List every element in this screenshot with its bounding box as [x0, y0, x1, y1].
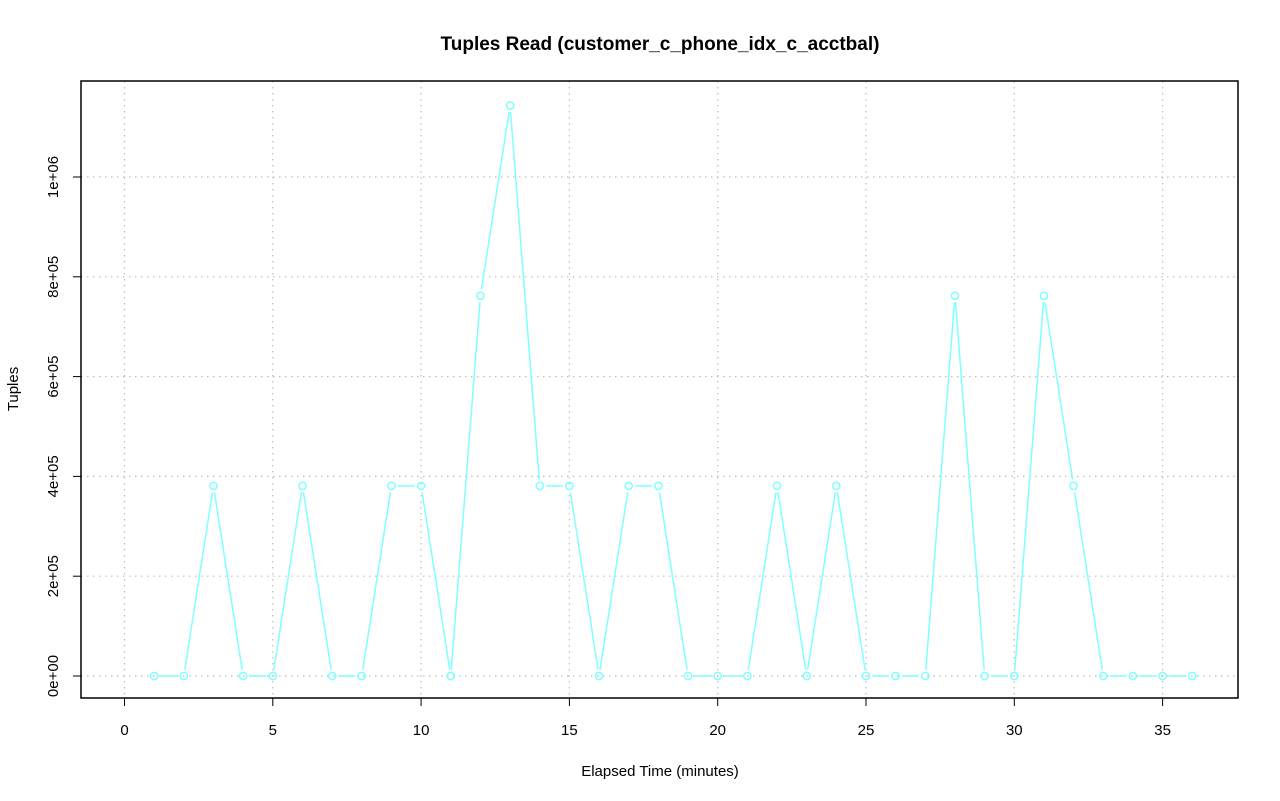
data-point	[357, 671, 367, 681]
x-tick-label: 10	[413, 722, 430, 739]
series-line-segment	[509, 112, 540, 480]
series-line-segment	[421, 492, 451, 670]
series-line-segment	[954, 302, 985, 670]
data-point	[327, 671, 337, 681]
series-line-segment	[1073, 492, 1104, 670]
y-tick-label: 1e+06	[45, 156, 62, 198]
data-point	[743, 671, 752, 681]
data-point	[1009, 671, 1019, 681]
grid	[81, 81, 1238, 698]
plot-frame	[80, 80, 1239, 699]
data-point	[980, 671, 989, 681]
series-line-segment	[213, 492, 243, 670]
series-line-segment	[362, 492, 392, 670]
data-point	[416, 481, 426, 491]
series-line-segment	[1044, 302, 1074, 480]
x-axis-label: Elapsed Time (minutes)	[581, 763, 739, 780]
data-point	[594, 671, 604, 681]
x-tick-label: 20	[709, 722, 726, 739]
data-point	[861, 671, 871, 681]
data-point	[179, 671, 189, 681]
data-point	[209, 481, 218, 491]
data-point	[1187, 671, 1197, 681]
y-tick-label: 0e+00	[45, 655, 62, 697]
series-line-segment	[658, 492, 688, 670]
series-line-segment	[599, 492, 629, 670]
data-point	[298, 481, 307, 491]
data-point	[1098, 671, 1108, 681]
series-line-segment	[836, 492, 866, 670]
series-line-segment	[806, 492, 837, 670]
y-tick-label: 6e+05	[45, 356, 62, 398]
y-axis-label: Tuples	[5, 367, 22, 411]
data-point	[268, 671, 278, 681]
data-point	[1039, 291, 1049, 301]
data-point	[654, 481, 663, 491]
series-line-segment	[569, 492, 599, 670]
data-point	[1158, 671, 1167, 681]
data-point	[624, 481, 634, 491]
y-tick-label: 8e+05	[45, 256, 62, 298]
data-point	[505, 101, 515, 110]
data-point	[149, 671, 159, 681]
x-axis: 0 5 10 15 20 25 30 35	[120, 698, 1171, 739]
data-point	[476, 291, 485, 301]
data-point	[387, 481, 396, 491]
series-line-segment	[925, 302, 956, 670]
x-tick-label: 35	[1154, 722, 1171, 739]
series-line-segment	[777, 492, 807, 670]
data-point	[802, 671, 812, 681]
x-tick-label: 0	[120, 722, 128, 739]
data-point	[535, 481, 545, 491]
data-point	[920, 671, 930, 681]
data-point	[891, 671, 901, 681]
series-line-segment	[184, 492, 214, 670]
x-tick-label: 25	[858, 722, 875, 739]
data-point	[713, 671, 723, 681]
data-point	[238, 671, 248, 681]
series-line-segment	[480, 111, 510, 290]
data-point	[772, 481, 782, 491]
data-point	[683, 671, 693, 681]
data-point	[831, 481, 841, 491]
y-axis: 0e+00 2e+05 4e+05 6e+05 8e+05 1e+06	[45, 156, 81, 697]
y-tick-label: 4e+05	[45, 455, 62, 497]
data-point	[446, 671, 456, 681]
data-point	[1128, 671, 1138, 681]
series-line-segment	[450, 302, 481, 670]
x-tick-label: 5	[269, 722, 277, 739]
series-layer	[149, 101, 1197, 681]
x-tick-label: 15	[561, 722, 578, 739]
data-point	[950, 291, 960, 301]
series-line-segment	[302, 492, 332, 670]
series-line-segment	[1014, 302, 1045, 670]
y-tick-label: 2e+05	[45, 555, 62, 597]
series-line-segment	[273, 492, 303, 670]
data-point	[1069, 481, 1078, 491]
data-point	[565, 481, 574, 491]
series-line-segment	[747, 492, 777, 670]
x-tick-label: 30	[1006, 722, 1023, 739]
chart-title: Tuples Read (customer_c_phone_idx_c_acct…	[441, 34, 880, 55]
